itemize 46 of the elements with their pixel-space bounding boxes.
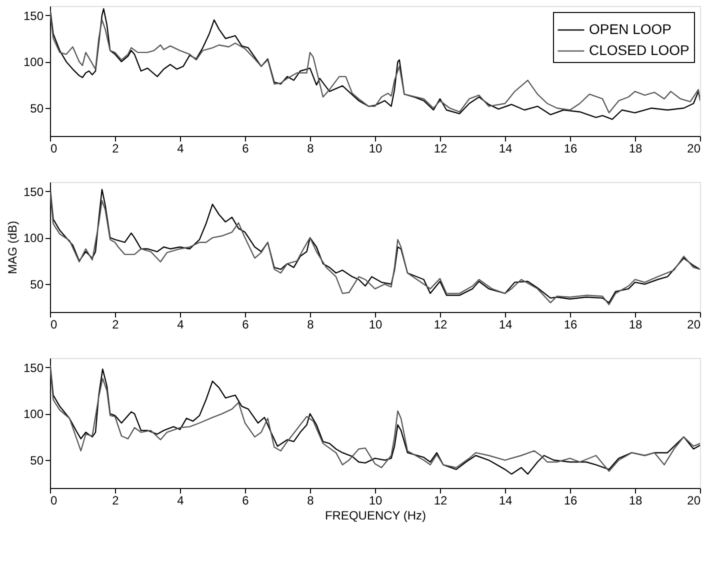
y-tick-label: 100 <box>23 407 44 422</box>
x-tick-label: 8 <box>307 494 314 508</box>
x-tick-label: 6 <box>242 494 250 508</box>
x-tick-label: 10 <box>368 142 382 156</box>
x-tick-label: 2 <box>112 318 120 332</box>
y-tick-label: 50 <box>30 102 44 116</box>
x-tick-label: 20 <box>687 142 701 156</box>
legend-label: OPEN LOOP <box>589 21 672 37</box>
x-tick-label: 14 <box>498 142 512 156</box>
x-tick-label: 16 <box>564 142 578 156</box>
x-tick-label: 12 <box>434 318 448 332</box>
x-tick-label: 12 <box>434 142 448 156</box>
x-tick-label: 0 <box>50 494 58 508</box>
x-tick-label: 6 <box>242 318 250 332</box>
y-tick-label: 100 <box>23 231 44 246</box>
x-tick-label: 12 <box>434 494 448 508</box>
x-tick-label: 20 <box>687 494 701 508</box>
x-tick-label: 16 <box>564 494 578 508</box>
x-tick-label: 10 <box>368 494 382 508</box>
x-tick-label: 14 <box>498 494 512 508</box>
x-tick-label: 6 <box>242 142 250 156</box>
y-tick-label: 150 <box>23 360 44 375</box>
y-tick-label: 50 <box>30 278 44 292</box>
y-axis-title: MAG (dB) <box>5 220 20 274</box>
x-tick-label: 20 <box>687 318 701 332</box>
x-tick-label: 0 <box>50 142 58 156</box>
x-tick-label: 16 <box>564 318 578 332</box>
y-tick-label: 100 <box>23 55 44 70</box>
x-tick-label: 2 <box>112 142 120 156</box>
y-tick-label: 150 <box>23 184 44 199</box>
y-tick-label: 150 <box>23 8 44 23</box>
x-tick-label: 14 <box>498 318 512 332</box>
x-tick-label: 18 <box>628 494 642 508</box>
x-tick-label: 4 <box>177 318 184 332</box>
x-tick-label: 18 <box>628 142 642 156</box>
x-tick-label: 10 <box>368 318 382 332</box>
x-tick-label: 4 <box>177 494 184 508</box>
x-axis-title: FREQUENCY (Hz) <box>324 508 426 522</box>
x-tick-label: 8 <box>307 142 314 156</box>
legend-label: CLOSED LOOP <box>589 42 690 58</box>
x-tick-label: 4 <box>177 142 184 156</box>
x-tick-label: 18 <box>628 318 642 332</box>
x-tick-label: 0 <box>50 318 58 332</box>
x-tick-label: 2 <box>112 494 120 508</box>
y-tick-label: 50 <box>30 454 44 468</box>
x-tick-label: 8 <box>307 318 314 332</box>
